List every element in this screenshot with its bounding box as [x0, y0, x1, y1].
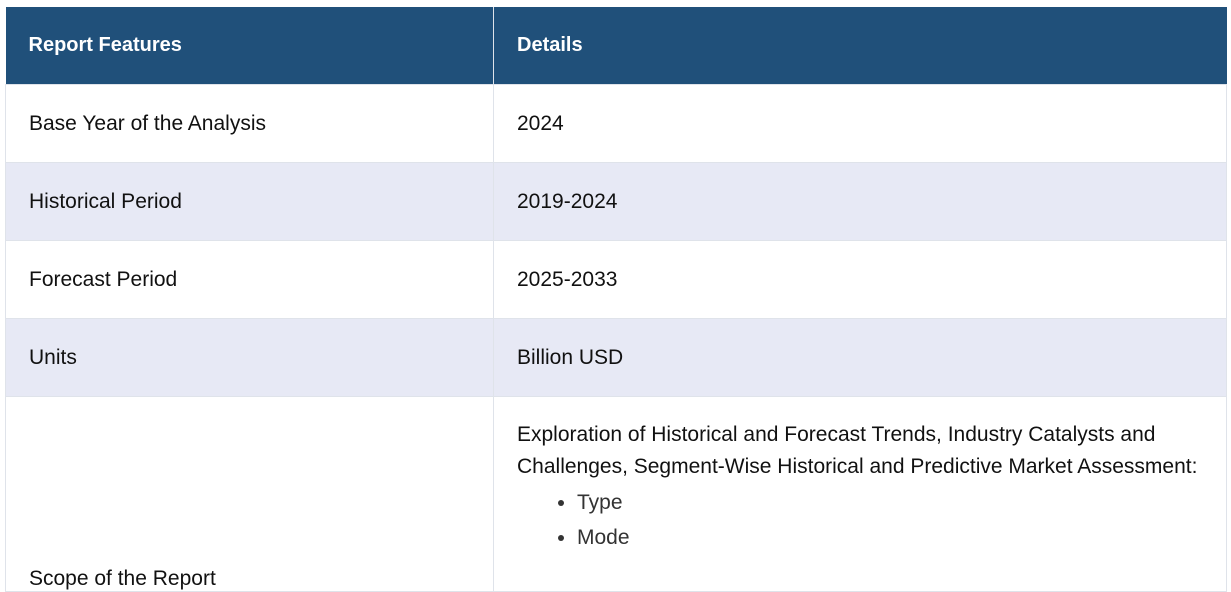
column-header-report-features: Report Features — [5, 7, 494, 85]
detail-cell: 2019-2024 — [493, 162, 1227, 241]
table-row-scope: Scope of the Report Exploration of Histo… — [5, 396, 1227, 592]
list-item: Mode — [577, 520, 1206, 555]
table-row: Units Billion USD — [5, 318, 1227, 397]
feature-cell: Units — [5, 318, 494, 397]
scope-list: Type Mode — [517, 485, 1206, 555]
table-row: Historical Period 2019-2024 — [5, 162, 1227, 241]
feature-cell: Base Year of the Analysis — [5, 84, 494, 163]
list-item: Type — [577, 485, 1206, 520]
column-header-details: Details — [493, 7, 1227, 85]
table-header-row: Report Features Details — [5, 7, 1227, 85]
scope-description: Exploration of Historical and Forecast T… — [517, 423, 1198, 478]
detail-cell-scope: Exploration of Historical and Forecast T… — [493, 396, 1227, 592]
report-features-table-container: Report Features Details Base Year of the… — [5, 7, 1227, 592]
table-row: Forecast Period 2025-2033 — [5, 240, 1227, 319]
table-row: Base Year of the Analysis 2024 — [5, 84, 1227, 163]
detail-cell: 2025-2033 — [493, 240, 1227, 319]
report-features-table: Report Features Details Base Year of the… — [5, 7, 1227, 592]
detail-cell: 2024 — [493, 84, 1227, 163]
feature-cell: Forecast Period — [5, 240, 494, 319]
feature-cell: Scope of the Report — [5, 396, 494, 592]
feature-cell: Historical Period — [5, 162, 494, 241]
detail-cell: Billion USD — [493, 318, 1227, 397]
